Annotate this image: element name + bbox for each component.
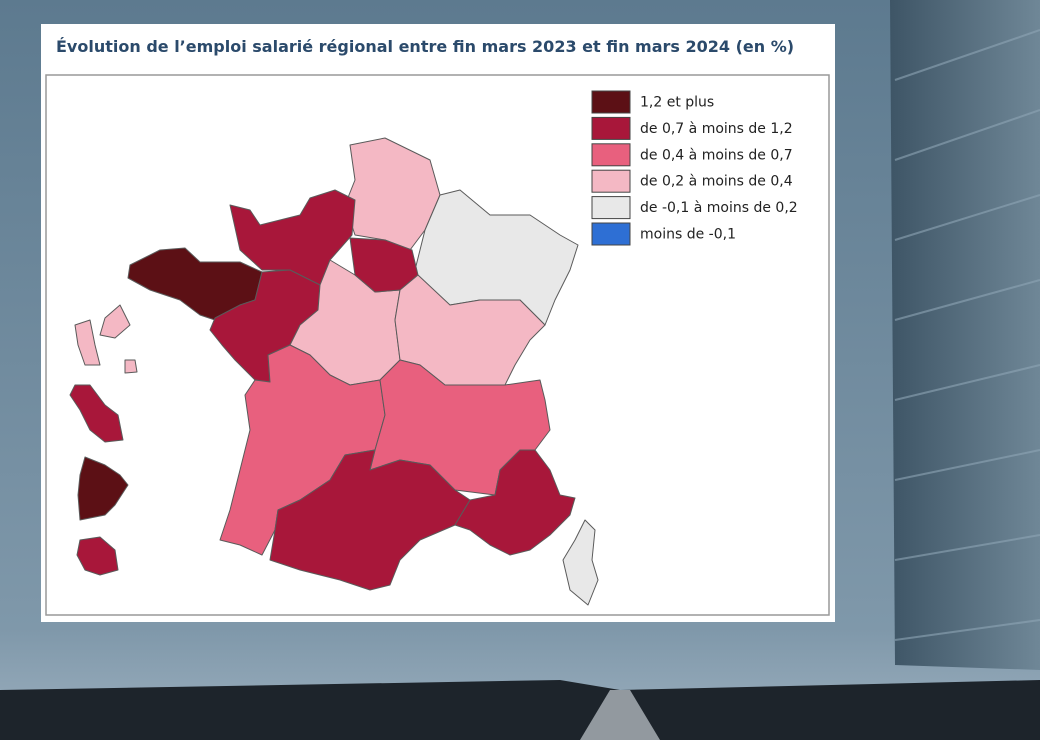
- map: [69, 137, 599, 606]
- legend-swatch: [591, 222, 631, 246]
- legend-label: 1,2 et plus: [640, 95, 714, 111]
- region: [69, 384, 124, 443]
- region: [562, 519, 599, 606]
- legend-label: de -0,1 à moins de 0,2: [640, 200, 798, 216]
- legend-label: de 0,4 à moins de 0,7: [640, 147, 793, 163]
- legend-label: moins de -0,1: [640, 227, 736, 243]
- legend-swatch: [591, 143, 631, 167]
- legend-swatch: [591, 169, 631, 193]
- floor: [0, 680, 1040, 740]
- region: [124, 359, 138, 374]
- building-lines: [894, 29, 1040, 641]
- region: [269, 449, 471, 591]
- legend-swatch: [591, 196, 631, 220]
- region: [74, 319, 101, 366]
- legend-swatch: [591, 116, 631, 140]
- legend-label: de 0,2 à moins de 0,4: [640, 174, 793, 190]
- legend-swatch: [591, 90, 631, 114]
- legend-label: de 0,7 à moins de 1,2: [640, 121, 793, 137]
- region: [76, 536, 119, 576]
- region: [99, 304, 131, 339]
- region: [454, 449, 576, 556]
- map-title: Évolution de l’emploi salarié régional e…: [56, 37, 794, 56]
- region: [229, 189, 356, 286]
- floor-light: [580, 690, 660, 740]
- building: [890, 0, 1040, 670]
- region: [77, 456, 129, 521]
- legend: 1,2 et plus de 0,7 à moins de 1,2 de 0,4 à…: [591, 90, 798, 246]
